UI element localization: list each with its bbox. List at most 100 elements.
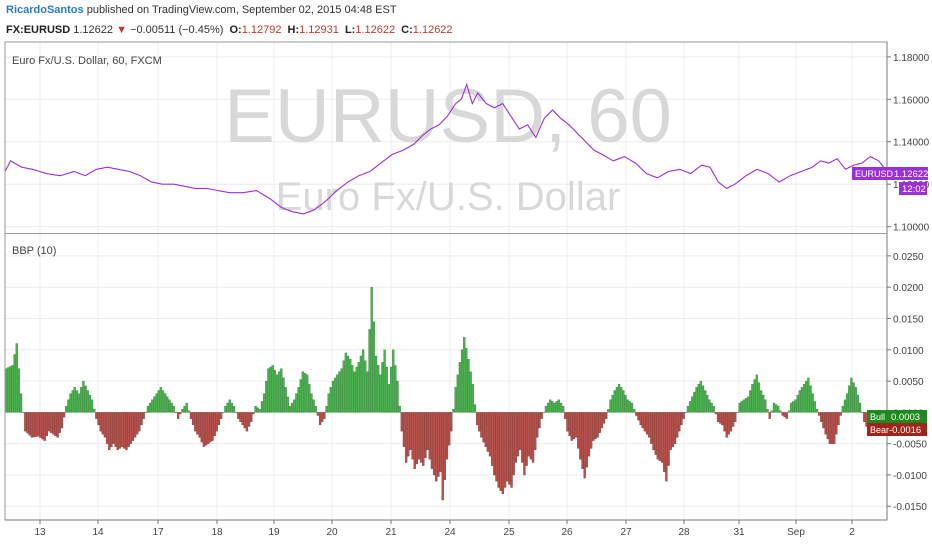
bear-bar — [540, 412, 543, 419]
high-value: 1.12931 — [299, 24, 339, 36]
bull-bar — [465, 348, 468, 413]
author-link[interactable]: RicardoSantos — [6, 4, 84, 16]
bear-bar — [47, 412, 51, 432]
price-axis-label: 1.14000 — [893, 138, 930, 149]
bear-bar — [486, 412, 489, 452]
bull-bar — [796, 394, 799, 413]
bear-bar — [658, 412, 662, 462]
bear-bar — [529, 412, 533, 460]
bull-bar — [170, 402, 173, 413]
bear-bar — [523, 412, 526, 476]
bear-bar — [635, 412, 638, 416]
bull-bar — [172, 405, 175, 413]
eurusd-price-line[interactable] — [4, 82, 888, 215]
bear-bar — [52, 412, 55, 435]
bull-bar — [686, 405, 690, 413]
bull-bar — [381, 362, 384, 413]
bear-bar — [600, 412, 604, 429]
bull-bar — [551, 401, 554, 413]
bear-bar — [680, 412, 683, 426]
bull-badge-label: Bull — [870, 412, 885, 422]
bull-bar — [256, 407, 259, 413]
bear-bar — [54, 412, 57, 437]
close-label: C: — [401, 24, 413, 36]
bear-bar — [192, 412, 195, 426]
bull-bar — [704, 390, 707, 413]
bull-bar — [557, 399, 560, 413]
bull-bar — [798, 390, 801, 413]
bull-bar — [333, 377, 337, 413]
bull-bar — [546, 402, 550, 413]
bull-bar — [744, 398, 748, 413]
bull-bar — [166, 396, 169, 413]
published-text: published on TradingView.com, September … — [86, 4, 397, 16]
bear-bar — [583, 412, 586, 479]
bull-bar — [82, 380, 85, 413]
bull-bar — [469, 371, 472, 413]
price-axis-label: 1.10000 — [893, 223, 930, 234]
bear-bar — [37, 412, 40, 437]
bear-bar — [26, 412, 29, 434]
bull-bar — [161, 390, 165, 413]
bull-bar — [841, 405, 844, 413]
bull-bar — [553, 402, 556, 413]
bull-bar — [856, 394, 860, 413]
bull-bar — [153, 396, 156, 413]
bull-bar — [624, 394, 627, 413]
bear-bar — [116, 412, 119, 451]
bull-bar — [338, 371, 341, 413]
bull-bar — [331, 380, 335, 413]
time-axis-label: 27 — [620, 527, 632, 538]
bull-bar — [280, 368, 283, 413]
bear-bar — [656, 412, 659, 460]
bull-bar — [151, 399, 154, 413]
bear-badge-value: -0.0016 — [889, 425, 921, 436]
bear-bar — [577, 412, 580, 449]
bear-bar — [714, 412, 718, 415]
bull-bar — [688, 401, 692, 413]
price-change: −0.00511 (−0.45%) — [130, 24, 224, 36]
bear-bar — [830, 412, 834, 444]
bear-bar — [534, 412, 537, 451]
bull-bar — [562, 405, 565, 413]
bull-bar — [301, 371, 304, 413]
bear-bar — [409, 412, 412, 451]
bear-bar — [110, 412, 113, 447]
bear-bar — [820, 412, 823, 422]
bear-bar — [484, 412, 487, 447]
bear-bar — [671, 412, 675, 447]
last-price-badge — [852, 167, 928, 180]
bull-bar — [467, 359, 470, 413]
bear-bar — [30, 412, 33, 438]
bull-bar — [15, 343, 18, 413]
bear-bar — [833, 412, 836, 444]
bear-bar — [179, 412, 182, 415]
bull-bar — [815, 409, 819, 413]
bear-bar — [245, 412, 249, 432]
bear-bar — [521, 412, 524, 463]
bull-bar — [336, 374, 339, 413]
time-axis-label: 28 — [678, 527, 690, 538]
time-axis-label: 18 — [211, 527, 223, 538]
bear-bar — [491, 412, 494, 466]
bull-bar — [168, 399, 171, 413]
bull-bar — [738, 402, 741, 413]
bull-bar — [327, 393, 330, 413]
bear-bar — [204, 412, 208, 446]
bull-bar — [544, 405, 548, 413]
bull-bar — [611, 394, 614, 413]
bull-bar — [774, 404, 778, 413]
bull-bar — [295, 393, 298, 413]
bear-bar — [321, 412, 324, 422]
bear-bar — [488, 412, 492, 457]
bbp-axis-label: 0.0100 — [893, 346, 924, 357]
bear-bar — [863, 412, 866, 422]
symbol-label[interactable]: FX:EURUSD — [6, 24, 71, 36]
bear-bar — [415, 412, 419, 465]
bull-bar — [185, 402, 188, 413]
bear-bar — [142, 412, 145, 419]
bull-bar — [366, 371, 369, 413]
bull-bar — [626, 399, 629, 413]
bear-bar — [826, 412, 829, 440]
